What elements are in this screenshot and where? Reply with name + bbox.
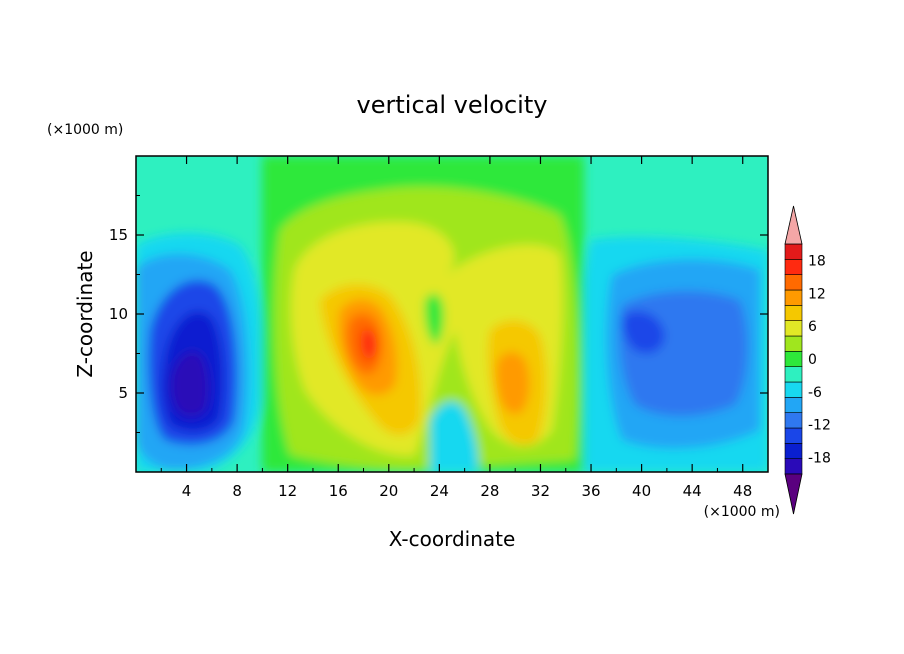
x-tick-label: 16 — [329, 482, 348, 500]
x-tick-label: 48 — [733, 482, 752, 500]
colorbar-label: -12 — [808, 418, 831, 434]
colorbar-label: -6 — [808, 385, 822, 401]
colorbar-swatch — [784, 381, 803, 398]
colorbar-swatch — [784, 335, 803, 352]
colorbar-label: 0 — [808, 352, 817, 368]
colorbar: 18 12 6 0 -6 -12 -18 — [784, 205, 831, 515]
x-tick-label: 36 — [581, 482, 600, 500]
contour-region-downdraft-gap — [430, 401, 479, 472]
colorbar-label: 6 — [808, 319, 817, 335]
y-unit-label: (×1000 m) — [47, 122, 123, 138]
contour-field — [136, 156, 768, 472]
x-tick-label: 28 — [480, 482, 499, 500]
x-tick-label: 44 — [683, 482, 702, 500]
y-axis-ticks: 5 10 15 — [109, 195, 768, 433]
contour-region-left-peak — [170, 351, 209, 417]
y-tick-label: 15 — [109, 226, 128, 244]
colorbar-swatch — [784, 274, 803, 291]
colorbar-swatch — [784, 243, 803, 260]
x-axis-label: X-coordinate — [389, 527, 516, 551]
contour-region-center-hot-right — [496, 351, 530, 415]
colorbar-label: -18 — [808, 451, 831, 467]
x-tick-label: 12 — [278, 482, 297, 500]
x-tick-label: 32 — [531, 482, 550, 500]
x-tick-label: 24 — [430, 482, 449, 500]
x-tick-label: 20 — [379, 482, 398, 500]
x-tick-label: 40 — [632, 482, 651, 500]
colorbar-swatch — [784, 320, 803, 337]
chart-title: vertical velocity — [357, 91, 548, 119]
colorbar-swatch — [784, 412, 803, 429]
colorbar-label: 18 — [808, 253, 826, 269]
colorbar-upper-extension — [784, 205, 803, 245]
colorbar-label: 12 — [808, 286, 826, 302]
colorbar-lower-extension — [784, 473, 803, 515]
colorbar-swatch — [784, 259, 803, 275]
x-tick-label: 8 — [232, 482, 242, 500]
colorbar-swatch — [784, 351, 803, 367]
x-axis-ticks: 4 8 12 16 20 24 28 32 36 40 44 48 — [160, 156, 752, 500]
y-axis-label: Z-coordinate — [73, 250, 97, 377]
contour-region-right-strong — [619, 290, 748, 417]
y-tick-label: 10 — [109, 305, 128, 323]
contour-region-downdraft-gap-small — [424, 293, 445, 345]
colorbar-swatch — [784, 305, 803, 321]
contour-region-right-core — [622, 311, 665, 354]
colorbar-swatch — [784, 458, 803, 475]
colorbar-swatch — [784, 289, 803, 306]
colorbar-swatch — [784, 427, 803, 444]
x-unit-label: (×1000 m) — [704, 504, 780, 520]
colorbar-swatch — [784, 443, 803, 459]
colorbar-swatch — [784, 397, 803, 413]
x-tick-label: 4 — [182, 482, 192, 500]
colorbar-swatch — [784, 366, 803, 383]
contour-region-center-core — [360, 329, 377, 360]
y-tick-label: 5 — [118, 384, 128, 402]
